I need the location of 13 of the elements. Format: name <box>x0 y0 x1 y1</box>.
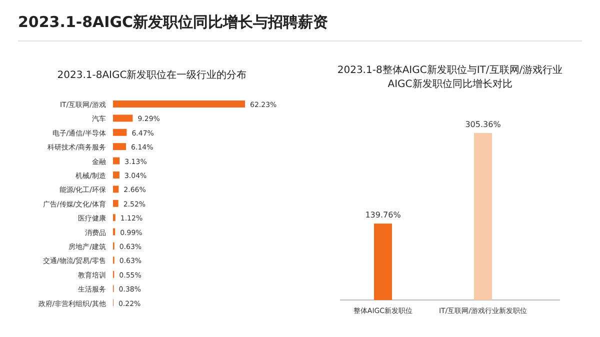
text: 2023.1-8AIGC新发职位同比增长与招聘薪资 <box>18 13 328 31</box>
bar <box>113 200 118 207</box>
bar <box>113 172 120 178</box>
bar <box>113 114 133 122</box>
bar <box>113 143 126 150</box>
bar <box>113 157 120 164</box>
bar <box>113 186 119 193</box>
chart-title: 2023.1-8AIGC新发职位在一级行业的分布 <box>57 69 247 81</box>
chart-title: 2023.1-8整体AIGC新发职位与IT/互联网/游戏行业AIGC新发职位同比增长对比 <box>336 64 564 92</box>
data-label: 139.76% <box>365 210 402 220</box>
bar <box>113 100 245 108</box>
data-label: 305.36% <box>465 120 502 129</box>
bar <box>113 128 127 136</box>
